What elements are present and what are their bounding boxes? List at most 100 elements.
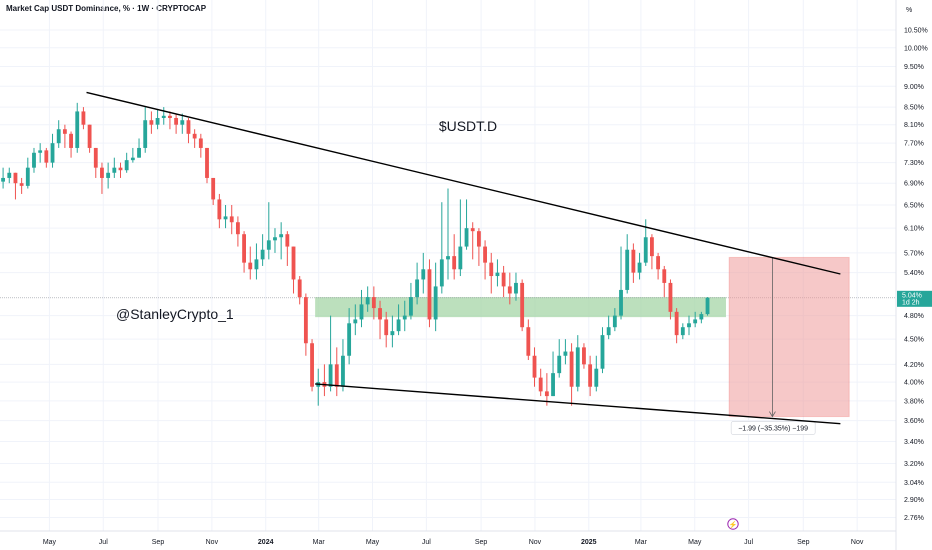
candle: [155, 109, 160, 130]
candle: [341, 339, 345, 392]
candle: [520, 279, 525, 332]
target-range-box[interactable]: [728, 256, 850, 418]
price-axis[interactable]: 10.50% 10.00% 9.50% 9.00% 8.50% 8.10% 7.70% 7.3…: [904, 28, 928, 523]
candle: [285, 231, 290, 266]
last-price-value: 5.04%: [902, 292, 922, 299]
candle: [353, 304, 358, 336]
upper-trendline[interactable]: [86, 91, 841, 275]
measure-label-box: [730, 421, 816, 435]
price-tick-label: 4.80%: [904, 313, 924, 320]
candle-body: [619, 289, 623, 316]
candle: [19, 177, 24, 194]
candle-body: [310, 343, 314, 387]
candle: [112, 157, 117, 178]
candle: [328, 315, 333, 392]
candle: [409, 282, 413, 320]
candle-body: [69, 133, 73, 148]
candle-body: [514, 282, 518, 294]
candle-body: [143, 120, 148, 148]
candle-body: [650, 237, 654, 257]
candle: [371, 286, 376, 320]
candle-body: [168, 115, 172, 119]
candle-body: [569, 351, 574, 387]
candle: [680, 323, 685, 340]
candle-body: [75, 111, 80, 148]
candle: [205, 147, 209, 184]
candle: [69, 131, 73, 158]
candle: [588, 355, 593, 397]
candle-body: [378, 308, 382, 320]
candle-body: [19, 183, 24, 186]
candle: [563, 339, 568, 365]
price-tick-label: 9.00%: [904, 84, 924, 91]
candle: [390, 315, 395, 348]
candle-body: [81, 111, 86, 125]
lower-trendline[interactable]: [315, 383, 841, 425]
price-tick-label: 6.50%: [904, 202, 924, 209]
candle: [687, 315, 691, 336]
candle: [705, 297, 710, 316]
chart-header-title: Market Cap USDT Dominance, % · 1W · CRYP…: [6, 4, 207, 13]
candle: [25, 157, 30, 189]
candle: [198, 133, 203, 158]
candle: [235, 216, 240, 247]
price-axis-panel[interactable]: [896, 0, 932, 550]
price-tick-label: 3.20%: [904, 461, 924, 468]
candle: [631, 243, 636, 283]
time-tick-label: Mar: [313, 539, 326, 546]
candle: [242, 231, 246, 273]
candle: [32, 147, 36, 173]
candle-body: [285, 234, 290, 247]
price-tick-label: 3.04%: [904, 480, 924, 487]
price-tick-label: 6.10%: [904, 226, 924, 233]
candle-body: [588, 364, 593, 387]
candle: [161, 107, 166, 125]
candle: [650, 234, 654, 270]
candle: [192, 129, 197, 148]
time-tick-label: 2025: [581, 539, 597, 546]
candle: [693, 311, 698, 328]
time-axis[interactable]: May Jul Sep Nov 2024 Mar May Jul Sep Nov 2025 Mar Ma…: [43, 539, 864, 546]
candle-body: [260, 249, 265, 260]
candle-body: [687, 323, 691, 328]
candle-body: [582, 347, 586, 365]
time-tick-label: Nov: [851, 539, 864, 546]
candle: [322, 364, 327, 397]
candle-body: [186, 120, 191, 134]
candle-body: [532, 355, 537, 378]
candle: [38, 143, 43, 163]
candle-body: [575, 347, 580, 387]
candle-body: [507, 286, 512, 294]
candle-body: [544, 391, 549, 397]
bottom-marker[interactable]: ⚡: [727, 518, 739, 530]
price-tick-label: 3.40%: [904, 439, 924, 446]
price-tick-label: 5.40%: [904, 270, 924, 277]
candle-body: [699, 314, 704, 320]
candles-layer: [1, 102, 710, 406]
candle: [87, 124, 92, 153]
candle: [217, 193, 222, 229]
candle-body: [93, 147, 98, 168]
candle-body: [38, 150, 43, 153]
candle-body: [396, 319, 401, 332]
candle-body: [384, 319, 389, 336]
candle: [557, 339, 562, 378]
candle: [130, 147, 135, 163]
candle: [297, 276, 302, 305]
candle-body: [464, 228, 469, 247]
price-tick-label: 3.80%: [904, 398, 924, 405]
candle: [186, 118, 191, 144]
candle-body: [662, 269, 667, 283]
time-tick-label: Sep: [152, 539, 165, 546]
candle: [1, 167, 6, 189]
time-tick-label: Jul: [422, 539, 431, 546]
candle: [674, 308, 679, 344]
price-tick-label: 2.90%: [904, 497, 924, 504]
candle: [421, 252, 426, 294]
trendlines-layer: [86, 91, 841, 425]
price-tick-label: 7.70%: [904, 141, 924, 148]
candle-body: [198, 138, 203, 148]
annotation-handle: @StanleyCrypto_1: [116, 306, 234, 322]
candle-body: [118, 167, 123, 171]
